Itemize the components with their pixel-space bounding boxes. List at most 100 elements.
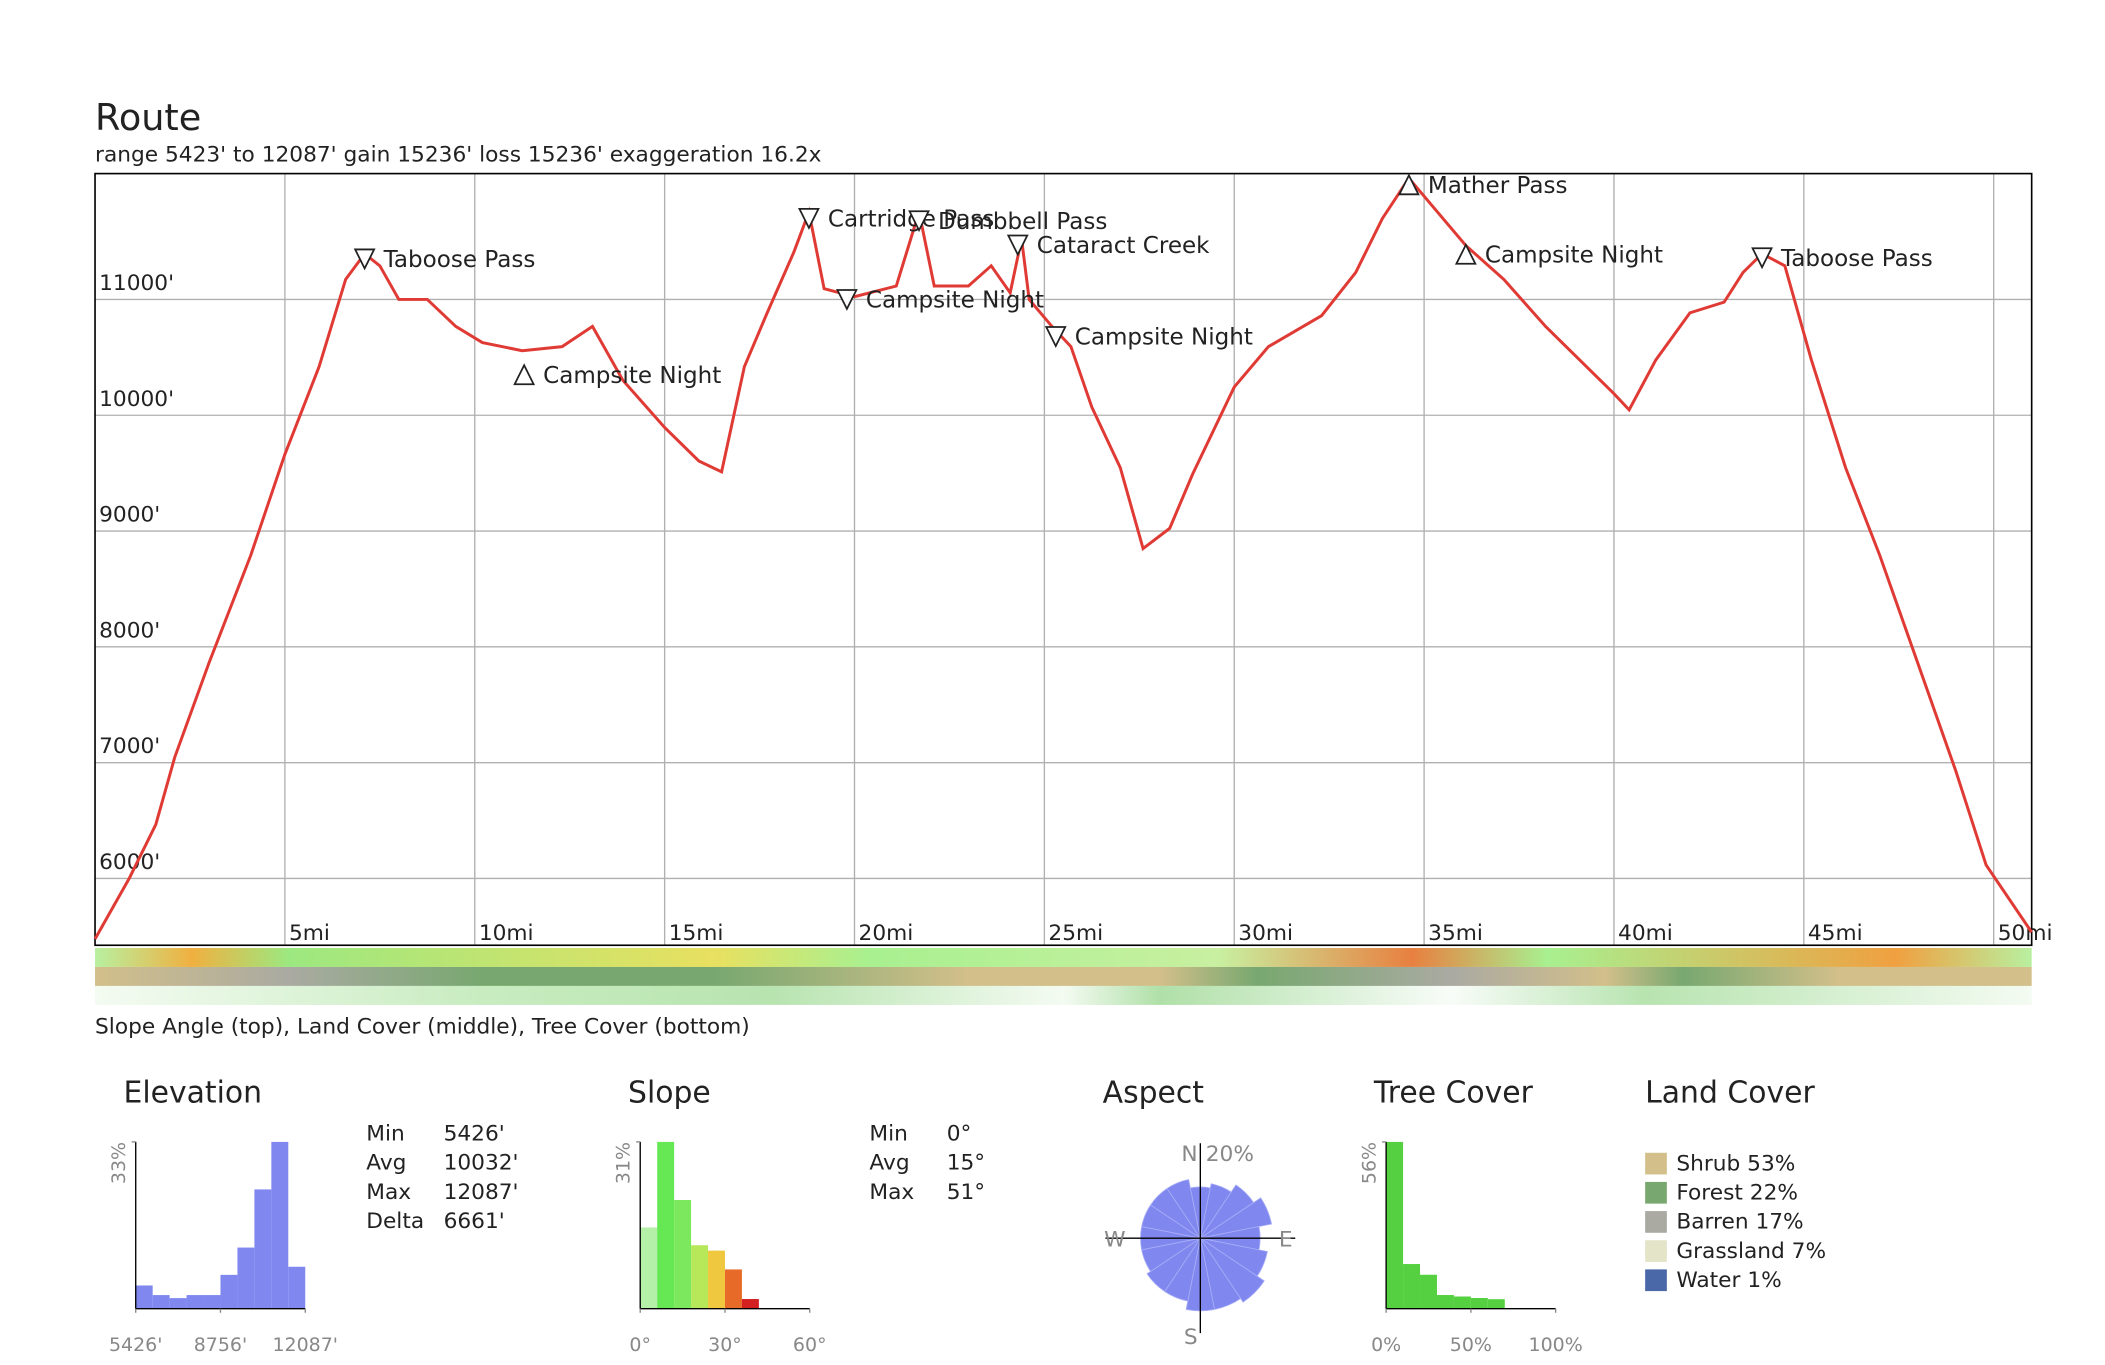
x-tick-label: 12087' (272, 1334, 338, 1356)
x-tick-label: 50% (1450, 1334, 1492, 1356)
legend-label: Water 1% (1676, 1268, 1781, 1293)
y-tick-label: 11000' (99, 271, 174, 296)
legend-label: Shrub 53% (1676, 1151, 1795, 1176)
histogram-bar (708, 1250, 725, 1309)
x-tick-label: 5426' (109, 1334, 163, 1356)
waypoint-label: Dumbbell Pass (938, 209, 1107, 235)
stat-label: Min (869, 1122, 907, 1147)
x-tick-label: 40mi (1618, 921, 1673, 946)
panel-title: Tree Cover (1373, 1076, 1534, 1111)
panel-title: Elevation (124, 1076, 263, 1111)
y-tick-label: 7000' (99, 734, 160, 759)
stat-label: Min (366, 1122, 404, 1147)
panel-title: Slope (628, 1076, 711, 1111)
y-tick-label: 6000' (99, 850, 160, 875)
y-tick-label: 56% (1358, 1142, 1380, 1184)
stat-label: Max (869, 1180, 914, 1205)
histogram-bar (152, 1295, 170, 1309)
legend-swatch (1645, 1152, 1667, 1175)
y-tick-label: 8000' (99, 618, 160, 643)
stat-value: 15° (947, 1151, 985, 1176)
x-tick-label: 30mi (1238, 921, 1293, 946)
stat-label: Delta (366, 1209, 424, 1234)
stat-label: Max (366, 1180, 411, 1205)
waypoint-marker (1751, 247, 1773, 270)
x-tick-label: 5mi (289, 921, 330, 946)
x-tick-label: 15mi (669, 921, 724, 946)
histogram-bar (657, 1141, 675, 1309)
histogram-bar (1420, 1274, 1437, 1309)
aspect-wedge (1146, 1237, 1201, 1293)
panel-title: Aspect (1103, 1076, 1204, 1111)
legend-swatch (1645, 1181, 1667, 1204)
waypoint-label: Taboose Pass (1780, 246, 1933, 272)
waypoint-marker (835, 289, 858, 311)
x-tick-label: 30° (708, 1334, 742, 1356)
direction-label: W (1104, 1227, 1125, 1252)
legend-label: Forest 22% (1676, 1181, 1798, 1206)
waypoint-marker (908, 210, 930, 233)
waypoint-marker (1397, 173, 1420, 196)
waypoint-label: Campsite Night (543, 363, 721, 389)
stat-value: 12087' (444, 1180, 519, 1205)
histogram-bar (741, 1299, 759, 1309)
waypoint-label: Campsite Night (866, 288, 1044, 314)
waypoint-marker (513, 363, 536, 386)
legend-label: Grassland 7% (1676, 1239, 1826, 1264)
histogram-bar (135, 1285, 153, 1309)
legend-swatch (1645, 1211, 1667, 1233)
direction-label: E (1279, 1227, 1293, 1252)
histogram-bar (724, 1269, 742, 1309)
waypoint-marker (1454, 242, 1477, 265)
aspect-wedge (1199, 1237, 1265, 1303)
legend-label: Barren 17% (1676, 1210, 1803, 1235)
waypoint-marker (798, 208, 820, 230)
stat-value: 6661' (444, 1209, 505, 1234)
slope-strip (95, 947, 2032, 967)
histogram-bar (1470, 1297, 1488, 1309)
histogram-bar (288, 1266, 306, 1309)
stat-value: 5426' (444, 1122, 505, 1147)
x-tick-label: 100% (1529, 1334, 1583, 1356)
landcover-strip (95, 966, 2032, 986)
histogram-bar (203, 1295, 221, 1309)
elevation-line (93, 175, 2033, 940)
stat-value: 51° (947, 1180, 985, 1205)
aspect-wedge (1200, 1197, 1273, 1239)
y-tick-label: 31% (612, 1142, 634, 1184)
x-tick-label: 10mi (479, 921, 534, 946)
histogram-bar (271, 1141, 289, 1309)
subtitle: range 5423' to 12087' gain 15236' loss 1… (95, 142, 822, 167)
histogram-bar (691, 1245, 709, 1309)
panel-title: Land Cover (1645, 1076, 1815, 1111)
waypoint-label: Campsite Night (1485, 242, 1663, 268)
waypoint-label: Mather Pass (1428, 173, 1568, 199)
histogram-bar (186, 1295, 204, 1309)
title: Route (95, 96, 201, 139)
aspect-wedge (1166, 1179, 1201, 1239)
histogram-bar (674, 1200, 692, 1309)
treecover-strip (95, 985, 2032, 1005)
histogram-bar (1487, 1299, 1505, 1309)
direction-label: S (1184, 1325, 1198, 1350)
direction-label: N (1181, 1142, 1197, 1167)
waypoint-label: Taboose Pass (383, 247, 536, 273)
x-tick-label: 60° (793, 1334, 827, 1356)
r-tick-label: 20% (1206, 1142, 1254, 1167)
strip-caption: Slope Angle (top), Land Cover (middle), … (95, 1014, 750, 1039)
histogram-bar (220, 1274, 238, 1309)
y-tick-label: 9000' (99, 503, 160, 528)
histogram-bar (254, 1189, 272, 1309)
y-tick-label: 33% (108, 1142, 130, 1184)
histogram-bar (1453, 1296, 1471, 1309)
x-tick-label: 20mi (859, 921, 914, 946)
histogram-bar (1386, 1141, 1404, 1309)
x-tick-label: 8756' (194, 1334, 248, 1356)
x-tick-label: 0% (1371, 1334, 1401, 1356)
x-tick-label: 35mi (1428, 921, 1483, 946)
stat-value: 0° (947, 1122, 972, 1147)
legend-swatch (1645, 1269, 1667, 1292)
histogram-bar (1403, 1264, 1421, 1309)
histogram-bar (640, 1227, 658, 1309)
